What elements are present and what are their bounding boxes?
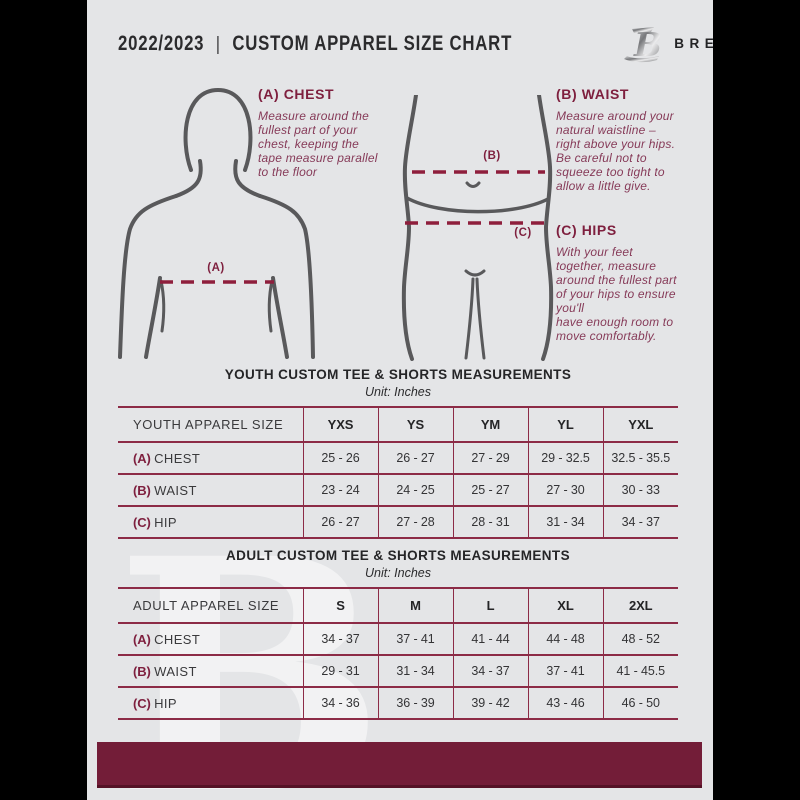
figure-label-c: (C)	[514, 227, 532, 239]
table-cell: 32.5 - 35.5	[611, 451, 671, 465]
row-prefix: (A)	[133, 631, 151, 647]
row-prefix: (C)	[133, 695, 151, 711]
size-header: S	[336, 598, 345, 613]
table-cell: 43 - 46	[546, 696, 585, 710]
waist-guide-text: Measure around your natural waistline – …	[556, 109, 676, 193]
table-cell: 26 - 27	[396, 451, 435, 465]
table-cell: 31 - 34	[546, 515, 585, 529]
brand-lockup: B BREAKAWAY	[623, 23, 713, 63]
chest-figure-illustration	[118, 87, 315, 359]
size-header: YXS	[327, 417, 354, 432]
table-row: (C) HIP 34 - 36 36 - 39 39 - 42 43 - 46 …	[118, 687, 678, 720]
adult-table-unit: Unit: Inches	[364, 566, 431, 580]
size-header: L	[486, 598, 495, 613]
table-header-row: ADULT APPAREL SIZE S M L XL 2XL	[118, 588, 678, 624]
hips-guide: (C) HIPS With your feet together, measur…	[556, 222, 708, 343]
header: 2022/2023 | CUSTOM APPAREL SIZE CHART	[118, 22, 713, 64]
adult-size-table: ADULT APPAREL SIZE S M L XL 2XL (A) CHES…	[118, 587, 678, 720]
youth-size-column-label: YOUTH APPAREL SIZE	[133, 417, 284, 432]
size-header: YS	[406, 417, 425, 432]
table-cell: 46 - 50	[621, 696, 660, 710]
table-cell: 30 - 33	[621, 483, 660, 497]
youth-table-unit: Unit: Inches	[364, 385, 431, 399]
table-cell: 27 - 30	[546, 483, 585, 497]
table-cell: 37 - 41	[396, 632, 435, 646]
table-cell: 48 - 52	[621, 632, 660, 646]
page-title: CUSTOM APPAREL SIZE CHART	[232, 30, 513, 55]
season-label: 2022/2023	[118, 30, 205, 55]
size-header: YM	[480, 417, 501, 432]
table-row: (B) WAIST 29 - 31 31 - 34 34 - 37 37 - 4…	[118, 655, 678, 688]
table-cell: 41 - 44	[471, 632, 510, 646]
adult-table-title: ADULT CUSTOM TEE & SHORTS MEASUREMENTS	[226, 548, 570, 563]
table-cell: 27 - 28	[396, 515, 435, 529]
waist-guide-heading: (B) WAIST	[556, 86, 630, 102]
row-prefix: (C)	[133, 514, 151, 530]
size-header: YL	[557, 417, 574, 432]
table-row: (A) CHEST 25 - 26 26 - 27 27 - 29 29 - 3…	[118, 442, 678, 475]
figure-label-a: (A)	[207, 262, 225, 274]
size-header: 2XL	[628, 598, 653, 613]
table-cell: 37 - 41	[546, 664, 585, 678]
chest-guide-heading: (A) CHEST	[258, 86, 335, 102]
table-cell: 26 - 27	[321, 515, 360, 529]
table-cell: 29 - 31	[321, 664, 360, 678]
row-label: WAIST	[154, 663, 197, 679]
table-cell: 28 - 31	[471, 515, 510, 529]
waist-hips-figure-illustration	[401, 95, 554, 361]
size-chart-page: B 2022/2023 | CUSTOM APPAREL SIZE CHART	[87, 0, 713, 800]
hips-guide-text: With your feet together, measure around …	[556, 245, 677, 343]
table-cell: 29 - 32.5	[541, 451, 590, 465]
size-header: YXL	[628, 417, 654, 432]
row-label: WAIST	[154, 482, 197, 498]
figure-label-b: (B)	[483, 150, 501, 162]
table-row: (B) WAIST 23 - 24 24 - 25 25 - 27 27 - 3…	[118, 474, 678, 507]
youth-size-table: YOUTH APPAREL SIZE YXS YS YM YL YXL (A) …	[118, 406, 678, 539]
table-cell: 36 - 39	[396, 696, 435, 710]
row-label: HIP	[154, 695, 177, 711]
row-prefix: (B)	[133, 663, 151, 679]
row-label: HIP	[154, 514, 177, 530]
row-prefix: (B)	[133, 482, 151, 498]
footer-accent-bar	[97, 742, 702, 788]
size-header: M	[410, 598, 421, 613]
table-cell: 23 - 24	[321, 483, 360, 497]
row-label: CHEST	[154, 631, 201, 647]
table-row: (C) HIP 26 - 27 27 - 28 28 - 31 31 - 34 …	[118, 506, 678, 539]
table-cell: 39 - 42	[471, 696, 510, 710]
waist-guide: (B) WAIST Measure around your natural wa…	[556, 86, 708, 193]
table-cell: 34 - 37	[321, 632, 360, 646]
table-cell: 25 - 27	[471, 483, 510, 497]
table-cell: 34 - 36	[321, 696, 360, 710]
table-cell: 25 - 26	[321, 451, 360, 465]
brand-name: BREAKAWAY	[674, 35, 713, 51]
table-cell: 27 - 29	[471, 451, 510, 465]
chest-guide-text: Measure around the fullest part of your …	[258, 109, 378, 179]
table-header-row: YOUTH APPAREL SIZE YXS YS YM YL YXL	[118, 407, 678, 443]
breakaway-logo-icon: B	[624, 25, 662, 63]
table-cell: 41 - 45.5	[616, 664, 666, 678]
row-label: CHEST	[154, 450, 201, 466]
hips-guide-heading: (C) HIPS	[556, 222, 617, 238]
table-cell: 44 - 48	[546, 632, 585, 646]
table-cell: 24 - 25	[396, 483, 435, 497]
row-prefix: (A)	[133, 450, 151, 466]
table-row: (A) CHEST 34 - 37 37 - 41 41 - 44 44 - 4…	[118, 623, 678, 656]
adult-size-column-label: ADULT APPAREL SIZE	[133, 598, 280, 613]
youth-table-title: YOUTH CUSTOM TEE & SHORTS MEASUREMENTS	[224, 367, 572, 382]
table-cell: 34 - 37	[621, 515, 660, 529]
table-cell: 34 - 37	[471, 664, 510, 678]
header-title-group: 2022/2023 | CUSTOM APPAREL SIZE CHART	[118, 31, 512, 56]
chest-guide: (A) CHEST Measure around the fullest par…	[258, 86, 403, 179]
size-header: XL	[557, 598, 574, 613]
header-divider: |	[215, 33, 221, 55]
table-cell: 31 - 34	[396, 664, 435, 678]
